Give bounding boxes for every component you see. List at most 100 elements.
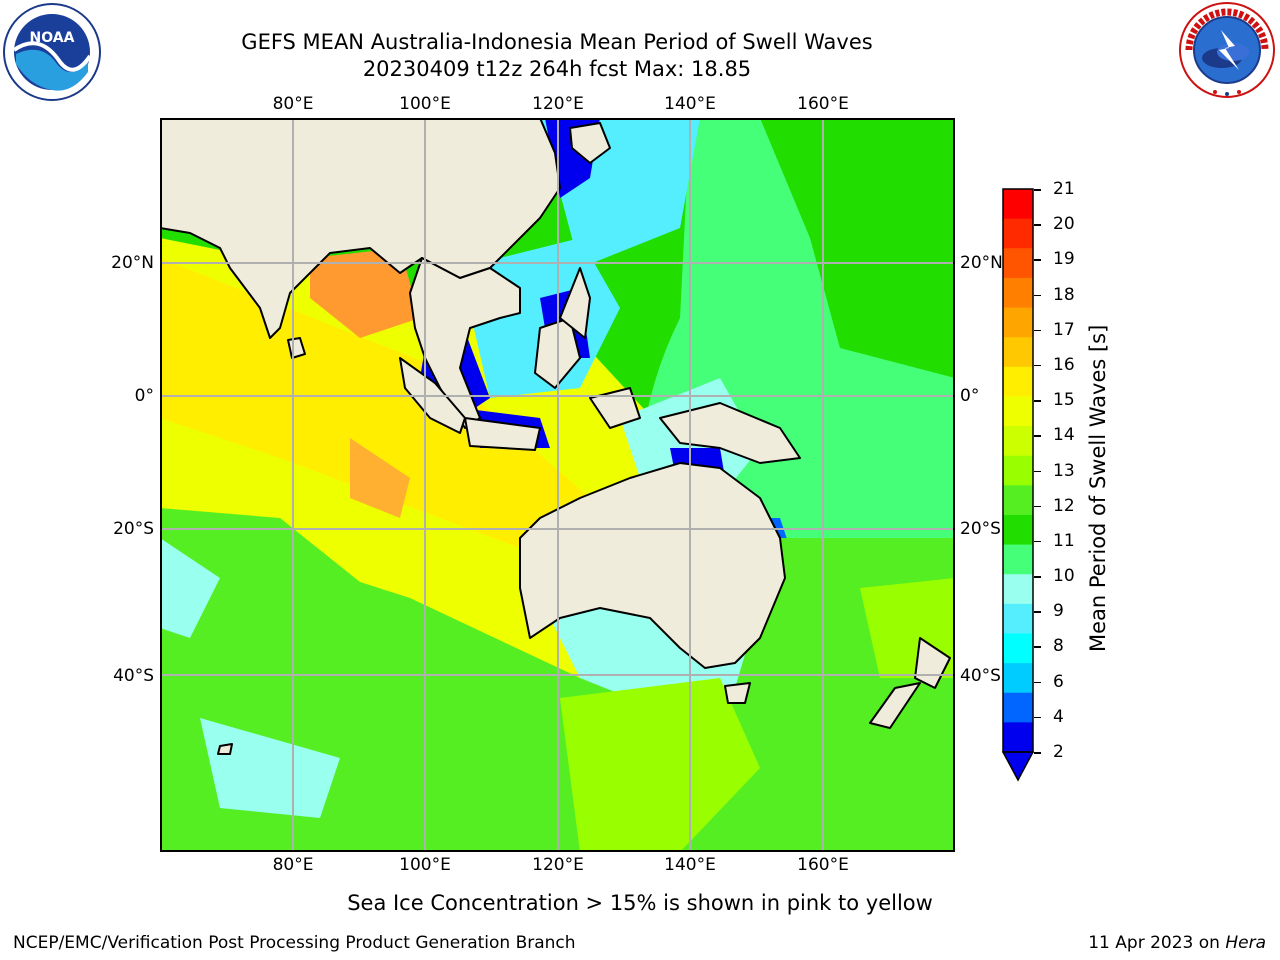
sulawesi — [589, 387, 641, 429]
philippines — [559, 267, 591, 339]
colorbar-tick-label: 18 — [1053, 284, 1075, 305]
footer-machine: Hera — [1225, 933, 1266, 953]
kerguelen — [217, 743, 233, 755]
bay-of-bengal-peak — [310, 248, 420, 338]
lon-tick-top-80e: 80°E — [272, 94, 314, 114]
colorbar-tick-label: 6 — [1053, 671, 1064, 692]
colorbar-tick-label: 8 — [1053, 636, 1064, 657]
lat-tick-left-40s: 40°S — [113, 666, 154, 686]
noaa-logo-text: NOAA — [30, 30, 75, 46]
korea-japan — [569, 122, 611, 164]
colorbar-tick-mark — [1034, 611, 1041, 613]
lat-tick-left-20n: 20°N — [111, 253, 154, 273]
colorbar-tick-mark — [1034, 752, 1041, 754]
colorbar-tick-label: 20 — [1053, 214, 1075, 235]
colorbar-tick-mark — [1034, 505, 1041, 508]
colorbar-tick-label: 11 — [1053, 530, 1075, 551]
colorbar-tick-mark — [1034, 189, 1041, 191]
colorbar-swatches — [1003, 189, 1033, 753]
australia — [519, 462, 786, 669]
graticule — [160, 118, 955, 852]
new-zealand-south — [869, 682, 921, 729]
colorbar-tick-label: 17 — [1053, 319, 1075, 340]
colorbar-tick-label: 16 — [1053, 354, 1075, 375]
colorbar-swatch — [1003, 603, 1033, 634]
colorbar-extend-arrow — [1002, 751, 1034, 782]
colorbar-tick-mark — [1034, 364, 1041, 367]
colorbar-swatch — [1003, 396, 1033, 427]
colorbar-swatch — [1003, 692, 1033, 723]
lon-tick-bottom-160e: 160°E — [797, 855, 849, 875]
colorbar-swatch — [1003, 366, 1033, 397]
colorbar-tick-mark — [1034, 224, 1041, 226]
colorbar-tick-mark — [1034, 259, 1041, 261]
colorbar-swatch — [1003, 189, 1033, 220]
colorbar-swatch — [1003, 277, 1033, 309]
noaa-logo: NOAA — [3, 3, 101, 101]
chart-subtitle: 20230409 t12z 264h fcst Max: 18.85 — [362, 57, 752, 81]
lat-tick-right-40s: 40°S — [960, 666, 1001, 686]
colorbar-tick-mark — [1034, 716, 1041, 719]
lat-tick-right-20s: 20°S — [960, 519, 1001, 539]
colorbar-tick-label: 10 — [1053, 566, 1075, 587]
lon-tick-bottom-100e: 100°E — [399, 855, 451, 875]
lat-tick-right-0: 0° — [960, 386, 980, 406]
colorbar-swatch — [1003, 218, 1033, 249]
footer-date-text: 11 Apr 2023 on — [1088, 933, 1226, 953]
colorbar-tick-mark — [1034, 400, 1041, 402]
landmasses — [160, 118, 951, 755]
colorbar-swatch — [1003, 248, 1033, 279]
colorbar-swatch — [1003, 337, 1033, 368]
colorbar-tick-label: 4 — [1053, 706, 1064, 727]
lon-tick-bottom-140e: 140°E — [664, 855, 716, 875]
colorbar-tick-mark — [1034, 646, 1041, 648]
colorbar-tick-label: 14 — [1053, 425, 1075, 446]
lat-tick-left-0: 0° — [134, 386, 154, 406]
colorbar-tick-label: 2 — [1053, 742, 1064, 762]
colorbar-tick-mark — [1034, 540, 1041, 543]
colorbar-swatch — [1003, 663, 1033, 694]
colorbar-tick-label: 15 — [1053, 390, 1075, 411]
colorbar-swatch — [1003, 633, 1033, 664]
tasmania — [724, 682, 751, 704]
lon-tick-bottom-120e: 120°E — [532, 855, 584, 875]
colorbar-tick-mark — [1034, 435, 1041, 437]
swell-period-map — [160, 118, 955, 852]
colorbar-swatch — [1003, 544, 1033, 575]
lon-tick-top-120e: 120°E — [532, 94, 584, 114]
lat-tick-right-20n: 20°N — [960, 253, 1003, 273]
sea-ice-note: Sea Ice Concentration > 15% is shown in … — [347, 891, 933, 915]
new-guinea — [659, 402, 801, 464]
java — [464, 417, 541, 451]
lon-tick-bottom-80e: 80°E — [272, 855, 314, 875]
colorbar-swatch — [1003, 455, 1033, 486]
colorbar-tick-label: 9 — [1053, 601, 1064, 622]
chart-title: GEFS MEAN Australia-Indonesia Mean Perio… — [241, 30, 873, 54]
colorbar — [1002, 188, 1034, 782]
map-frame — [160, 118, 955, 852]
colorbar-tick-mark — [1034, 294, 1041, 297]
colorbar-tick-mark — [1034, 576, 1041, 578]
colorbar-tick-label: 21 — [1053, 179, 1075, 199]
colorbar-swatch — [1003, 485, 1033, 516]
colorbar-swatch — [1003, 574, 1033, 605]
colorbar-tick-mark — [1034, 470, 1041, 472]
colorbar-tick-mark — [1034, 329, 1041, 332]
colorbar-swatch — [1003, 307, 1033, 338]
colorbar-tick-label: 19 — [1053, 249, 1075, 270]
colorbar-tick-label: 12 — [1053, 495, 1075, 516]
colorbar-label: Mean Period of Swell Waves [s] — [1086, 324, 1110, 652]
lon-tick-top-140e: 140°E — [664, 94, 716, 114]
colorbar-swatch — [1003, 722, 1033, 753]
colorbar-tick-label: 13 — [1053, 460, 1075, 481]
indochina-malaya — [409, 257, 521, 429]
asia-mainland — [160, 118, 561, 339]
lon-tick-top-100e: 100°E — [399, 94, 451, 114]
lon-tick-top-160e: 160°E — [797, 94, 849, 114]
footer-date: 11 Apr 2023 on Hera — [1088, 933, 1266, 953]
colorbar-frame — [1002, 188, 1034, 753]
lat-tick-left-20s: 20°S — [113, 519, 154, 539]
nws-logo — [1179, 2, 1275, 98]
colorbar-swatch — [1003, 514, 1033, 546]
colorbar-tick-mark — [1034, 681, 1041, 684]
